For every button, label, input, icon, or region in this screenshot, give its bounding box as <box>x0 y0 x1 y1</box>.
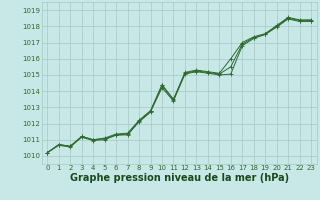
X-axis label: Graphe pression niveau de la mer (hPa): Graphe pression niveau de la mer (hPa) <box>70 173 289 183</box>
